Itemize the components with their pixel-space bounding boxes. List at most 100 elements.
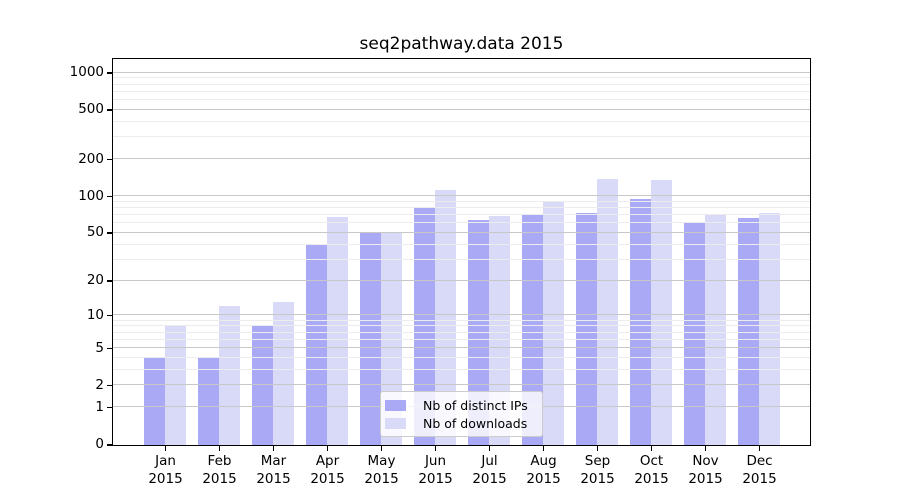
- bars-layer: [113, 59, 810, 445]
- x-tick-label-jan: Jan 2015: [136, 452, 196, 488]
- month-name: Dec: [746, 453, 773, 469]
- month-year: 2015: [634, 471, 669, 487]
- gridline-100: [113, 195, 810, 196]
- gridline-600: [113, 99, 810, 100]
- legend-label-downloads: Nb of downloads: [423, 415, 528, 431]
- month-year: 2015: [418, 471, 453, 487]
- x-tick-label-dec: Dec 2015: [730, 452, 790, 488]
- gridline-3: [113, 368, 810, 370]
- x-tick-label-sep: Sep 2015: [568, 452, 628, 488]
- month-name: Nov: [692, 453, 719, 469]
- y-tick-mark-1: [107, 406, 112, 409]
- gridline-40: [113, 243, 810, 245]
- x-tick-mark-feb: [218, 445, 221, 451]
- bar-downloads-aug: [543, 201, 564, 445]
- gridline-70: [113, 214, 810, 215]
- gridline-20: [113, 279, 810, 281]
- x-tick-label-apr: Apr 2015: [298, 452, 358, 488]
- bar-distinct-ips-sep: [576, 212, 597, 445]
- gridline-6: [113, 338, 810, 340]
- y-tick-mark-500: [107, 109, 112, 111]
- legend-label-distinct-ips: Nb of distinct IPs: [423, 397, 528, 413]
- gridline-60: [113, 222, 810, 224]
- bar-distinct-ips-nov: [684, 222, 705, 445]
- month-year: 2015: [148, 471, 183, 487]
- y-tick-mark-2: [107, 384, 112, 387]
- month-name: Jun: [424, 453, 447, 469]
- month-name: Sep: [584, 453, 611, 469]
- x-tick-mark-aug: [542, 445, 545, 451]
- y-tick-label-20: 20: [86, 272, 104, 289]
- y-tick-label-1000: 1000: [69, 64, 104, 80]
- x-tick-label-may: May 2015: [352, 452, 412, 488]
- y-tick-mark-20: [107, 280, 112, 282]
- month-year: 2015: [688, 471, 723, 487]
- y-tick-mark-200: [107, 158, 112, 160]
- bar-downloads-jul: [489, 215, 510, 445]
- gridline-80: [113, 206, 810, 208]
- legend: Nb of distinct IPs Nb of downloads: [380, 391, 543, 437]
- month-name: Apr: [315, 453, 340, 469]
- gridline-2: [113, 384, 810, 386]
- x-tick-label-feb: Feb 2015: [190, 452, 250, 488]
- bar-downloads-nov: [705, 214, 726, 445]
- gridline-7: [113, 331, 810, 333]
- gridline-10: [113, 314, 810, 316]
- gridline-300: [113, 136, 810, 138]
- bar-distinct-ips-mar: [252, 326, 273, 445]
- month-year: 2015: [526, 471, 561, 487]
- x-tick-label-mar: Mar 2015: [244, 452, 304, 488]
- x-tick-label-jul: Jul 2015: [460, 452, 520, 488]
- bar-downloads-feb: [219, 306, 240, 445]
- y-tick-mark-10: [107, 314, 112, 317]
- bar-downloads-oct: [651, 180, 672, 445]
- y-tick-label-0: 0: [95, 436, 104, 452]
- gridline-500: [113, 108, 810, 110]
- month-year: 2015: [742, 471, 777, 487]
- x-tick-label-nov: Nov 2015: [676, 452, 736, 488]
- gridline-400: [113, 120, 810, 122]
- month-year: 2015: [580, 471, 615, 487]
- y-tick-label-2: 2: [95, 376, 104, 393]
- legend-item-distinct-ips: Nb of distinct IPs: [385, 398, 536, 413]
- bar-distinct-ips-apr: [306, 244, 327, 445]
- x-tick-mark-jul: [488, 445, 491, 451]
- x-tick-mark-mar: [272, 445, 275, 451]
- x-tick-label-jun: Jun 2015: [406, 452, 466, 488]
- month-year: 2015: [472, 471, 507, 487]
- x-tick-label-oct: Oct 2015: [622, 452, 682, 488]
- month-name: Feb: [207, 453, 232, 469]
- y-tick-mark-100: [107, 195, 112, 197]
- x-tick-mark-may: [380, 445, 383, 451]
- bar-distinct-ips-aug: [522, 213, 543, 445]
- bar-downloads-mar: [273, 302, 294, 445]
- gridline-50: [113, 231, 810, 233]
- month-name: Oct: [639, 453, 664, 469]
- month-year: 2015: [256, 471, 291, 487]
- gridline-1000: [113, 71, 810, 73]
- bar-distinct-ips-oct: [630, 199, 651, 445]
- bar-downloads-jan: [165, 326, 186, 445]
- gridline-900: [113, 77, 810, 79]
- bar-downloads-jun: [435, 190, 456, 445]
- month-year: 2015: [364, 471, 399, 487]
- x-tick-mark-jan: [164, 445, 167, 451]
- gridline-4: [113, 356, 810, 358]
- y-tick-mark-5: [107, 347, 112, 349]
- bar-distinct-ips-jun: [414, 207, 435, 445]
- month-name: Jan: [155, 453, 176, 469]
- month-name: May: [367, 453, 396, 469]
- y-tick-label-100: 100: [78, 187, 104, 204]
- gridline-30: [113, 258, 810, 260]
- gridline-700: [113, 90, 810, 92]
- chart-title: seq2pathway.data 2015: [359, 34, 564, 54]
- gridline-200: [113, 158, 810, 159]
- bar-downloads-apr: [327, 217, 348, 445]
- y-tick-label-500: 500: [78, 101, 104, 118]
- y-tick-label-5: 5: [95, 339, 104, 356]
- y-tick-label-200: 200: [78, 150, 104, 167]
- x-tick-mark-nov: [704, 445, 707, 451]
- bar-distinct-ips-feb: [198, 357, 219, 445]
- gridline-5: [113, 347, 810, 348]
